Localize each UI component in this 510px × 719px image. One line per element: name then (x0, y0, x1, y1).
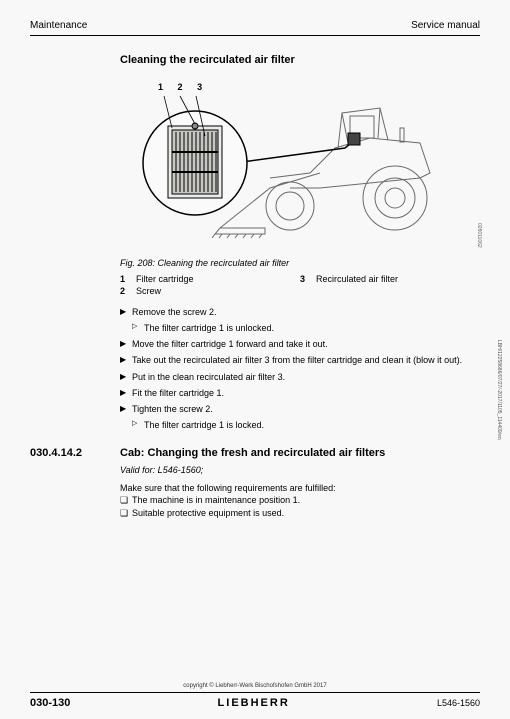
callout-3: 3 (197, 82, 202, 92)
copyright-text: copyright © Liebherr-Werk Bischofshofen … (30, 683, 480, 693)
step-marker: ▶ (120, 339, 132, 348)
step-text: Move the filter cartridge 1 forward and … (132, 338, 328, 350)
procedure-steps: ▶Remove the screw 2. ▷The filter cartrid… (120, 306, 480, 431)
step-text: Tighten the screw 2. (132, 403, 213, 415)
section-title: Cleaning the recirculated air filter (120, 54, 480, 66)
legend-label-2: Screw (136, 286, 161, 296)
page-number: 030-130 (30, 697, 70, 709)
diagram-svg (120, 78, 460, 248)
callout-2: 2 (178, 82, 183, 92)
step-marker: ▶ (120, 355, 132, 364)
result-marker: ▷ (132, 322, 144, 334)
page-header: Maintenance Service manual (30, 20, 480, 36)
subsection-number: 030.4.14.2 (30, 447, 120, 459)
step-text: Take out the recirculated air filter 3 f… (132, 354, 462, 366)
figure-caption: Fig. 208: Cleaning the recirculated air … (120, 258, 480, 268)
brand-logo: LIEBHERR (218, 697, 290, 709)
legend-num-3: 3 (300, 274, 316, 284)
callout-1: 1 (158, 82, 163, 92)
subsection-header: 030.4.14.2 Cab: Changing the fresh and r… (30, 447, 480, 459)
step-marker: ▶ (120, 388, 132, 397)
valid-for: Valid for: L546-1560; (120, 465, 480, 475)
step-text: Remove the screw 2. (132, 306, 217, 318)
checkbox-icon: ❏ (120, 508, 132, 519)
step-marker: ▶ (120, 307, 132, 316)
requirements: Make sure that the following requirement… (120, 483, 480, 519)
legend-label-3: Recirculated air filter (316, 274, 398, 284)
step-result: The filter cartridge 1 is locked. (144, 419, 264, 431)
legend-num-2: 2 (120, 286, 136, 296)
req-intro: Make sure that the following requirement… (120, 483, 480, 493)
image-ref: 028011062 (476, 223, 482, 248)
step-text: Fit the filter cartridge 1. (132, 387, 224, 399)
checkbox-icon: ❏ (120, 495, 132, 506)
subsection-title: Cab: Changing the fresh and recirculated… (120, 447, 385, 459)
header-right: Service manual (411, 20, 480, 31)
result-marker: ▷ (132, 419, 144, 431)
doc-code: L546-1560 (437, 698, 480, 708)
legend-table: 1 Filter cartridge 2 Screw 3 Recirculate… (120, 274, 480, 298)
page-footer: copyright © Liebherr-Werk Bischofshofen … (30, 683, 480, 709)
req-text: Suitable protective equipment is used. (132, 508, 284, 519)
step-result: The filter cartridge 1 is unlocked. (144, 322, 274, 334)
figure-callouts: 1 2 3 (158, 82, 214, 92)
legend-label-1: Filter cartridge (136, 274, 194, 284)
side-doc-id: LBH/12258686/07/27/-2017/1105_114409/en (496, 340, 502, 440)
req-text: The machine is in maintenance position 1… (132, 495, 300, 506)
header-left: Maintenance (30, 20, 87, 31)
figure-container: 1 2 3 (120, 78, 480, 248)
step-marker: ▶ (120, 404, 132, 413)
step-text: Put in the clean recirculated air filter… (132, 371, 285, 383)
step-marker: ▶ (120, 372, 132, 381)
legend-num-1: 1 (120, 274, 136, 284)
